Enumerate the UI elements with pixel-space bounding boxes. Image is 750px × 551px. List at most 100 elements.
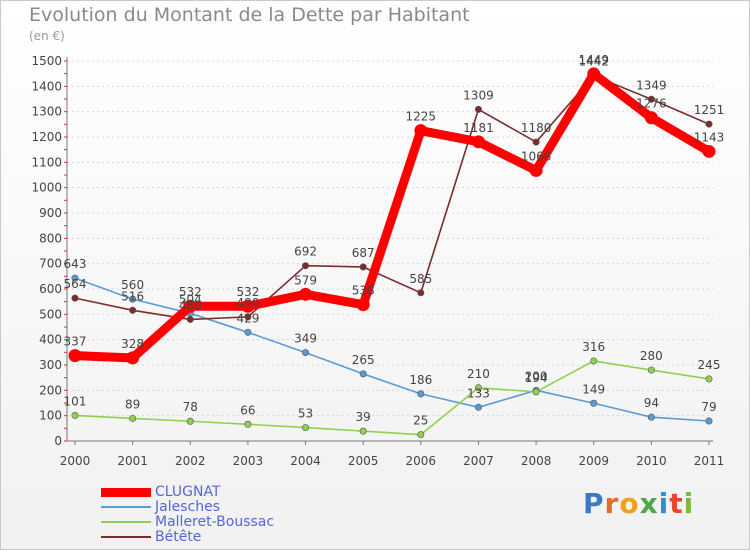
legend-swatch — [101, 506, 151, 508]
data-point — [129, 306, 137, 314]
data-label: 564 — [64, 277, 87, 291]
chart-subtitle: (en €) — [29, 29, 65, 43]
data-point — [299, 287, 313, 301]
data-label: 560 — [121, 278, 144, 292]
y-tick-label: 1300 — [31, 105, 62, 119]
data-label: 429 — [236, 311, 259, 325]
data-label: 245 — [698, 358, 721, 372]
data-point — [417, 431, 425, 439]
y-tick-label: 100 — [39, 409, 62, 423]
data-point — [183, 299, 197, 313]
data-point — [71, 294, 79, 302]
legend-label: Bétête — [155, 529, 202, 545]
data-label: 1143 — [694, 130, 725, 144]
data-label: 1180 — [521, 121, 552, 135]
data-label: 200 — [525, 369, 548, 383]
y-tick-label: 500 — [39, 307, 62, 321]
data-point — [244, 420, 252, 428]
x-tick-label: 2003 — [233, 454, 264, 468]
data-point — [302, 262, 310, 270]
data-label: 149 — [582, 382, 605, 396]
y-tick-label: 0 — [54, 434, 62, 448]
x-tick-label: 2007 — [463, 454, 494, 468]
x-tick-label: 2001 — [117, 454, 148, 468]
data-label: 78 — [183, 400, 198, 414]
data-point — [647, 366, 655, 374]
data-point — [417, 289, 425, 297]
x-tick-label: 2005 — [348, 454, 379, 468]
data-point — [647, 413, 655, 421]
data-point — [471, 135, 485, 149]
data-point — [414, 124, 428, 138]
data-point — [244, 313, 252, 321]
data-label: 1068 — [521, 149, 552, 163]
y-tick-label: 400 — [39, 333, 62, 347]
data-point — [71, 274, 79, 282]
data-label: 39 — [356, 410, 371, 424]
data-label: 1225 — [406, 110, 437, 124]
data-point — [244, 328, 252, 336]
x-tick-label: 2000 — [60, 454, 91, 468]
data-point — [359, 427, 367, 435]
data-label: 538 — [352, 284, 375, 298]
y-tick-label: 600 — [39, 282, 62, 296]
data-label: 1276 — [636, 97, 667, 111]
y-tick-label: 1000 — [31, 181, 62, 195]
data-point — [359, 263, 367, 271]
legend-swatch — [101, 521, 151, 523]
y-tick-label: 700 — [39, 257, 62, 271]
x-tick-label: 2010 — [636, 454, 667, 468]
y-tick-label: 200 — [39, 383, 62, 397]
proxiti-logo: Proxiti — [583, 487, 695, 520]
data-label: 265 — [352, 353, 375, 367]
data-point — [129, 295, 137, 303]
data-label: 280 — [640, 349, 663, 363]
x-tick-label: 2008 — [521, 454, 552, 468]
data-label: 25 — [413, 414, 428, 428]
data-label: 1309 — [463, 88, 494, 102]
x-tick-label: 2002 — [175, 454, 206, 468]
data-label: 1181 — [463, 121, 494, 135]
data-point — [186, 315, 194, 323]
data-label: 643 — [64, 257, 87, 271]
data-point — [302, 349, 310, 357]
data-label: 1442 — [578, 55, 609, 69]
data-label: 349 — [294, 332, 317, 346]
series-line-clugnat — [70, 69, 714, 363]
data-point — [474, 384, 482, 392]
data-point — [186, 417, 194, 425]
data-point — [702, 144, 716, 158]
series-line-b-t-te — [74, 74, 710, 321]
y-tick-label: 1200 — [31, 130, 62, 144]
y-tick-label: 900 — [39, 206, 62, 220]
data-label: 504 — [179, 292, 202, 306]
data-label: 133 — [467, 386, 490, 400]
y-tick-label: 300 — [39, 358, 62, 372]
series-line-jalesches — [74, 277, 710, 422]
data-point — [590, 399, 598, 407]
data-point — [474, 403, 482, 411]
data-label: 516 — [121, 289, 144, 303]
data-label: 53 — [298, 407, 313, 421]
y-tick-label: 1100 — [31, 155, 62, 169]
data-label: 1349 — [636, 78, 667, 92]
legend-label: Malleret-Boussac — [155, 514, 275, 530]
data-label: 186 — [409, 373, 432, 387]
data-label: 194 — [525, 371, 548, 385]
x-tick-label: 2004 — [290, 454, 321, 468]
legend-label: Jalesches — [155, 499, 220, 515]
data-point — [241, 299, 255, 313]
data-point — [587, 67, 601, 81]
data-label: 480 — [179, 298, 202, 312]
data-label: 94 — [644, 396, 659, 410]
data-label: 210 — [467, 367, 490, 381]
data-point — [129, 414, 137, 422]
data-label: 532 — [236, 285, 259, 299]
data-label: 579 — [294, 273, 317, 287]
data-point — [705, 417, 713, 425]
data-point — [532, 138, 540, 146]
legend-swatch — [101, 536, 151, 538]
chart-title: Evolution du Montant de la Dette par Hab… — [29, 4, 470, 26]
data-point — [68, 349, 82, 363]
